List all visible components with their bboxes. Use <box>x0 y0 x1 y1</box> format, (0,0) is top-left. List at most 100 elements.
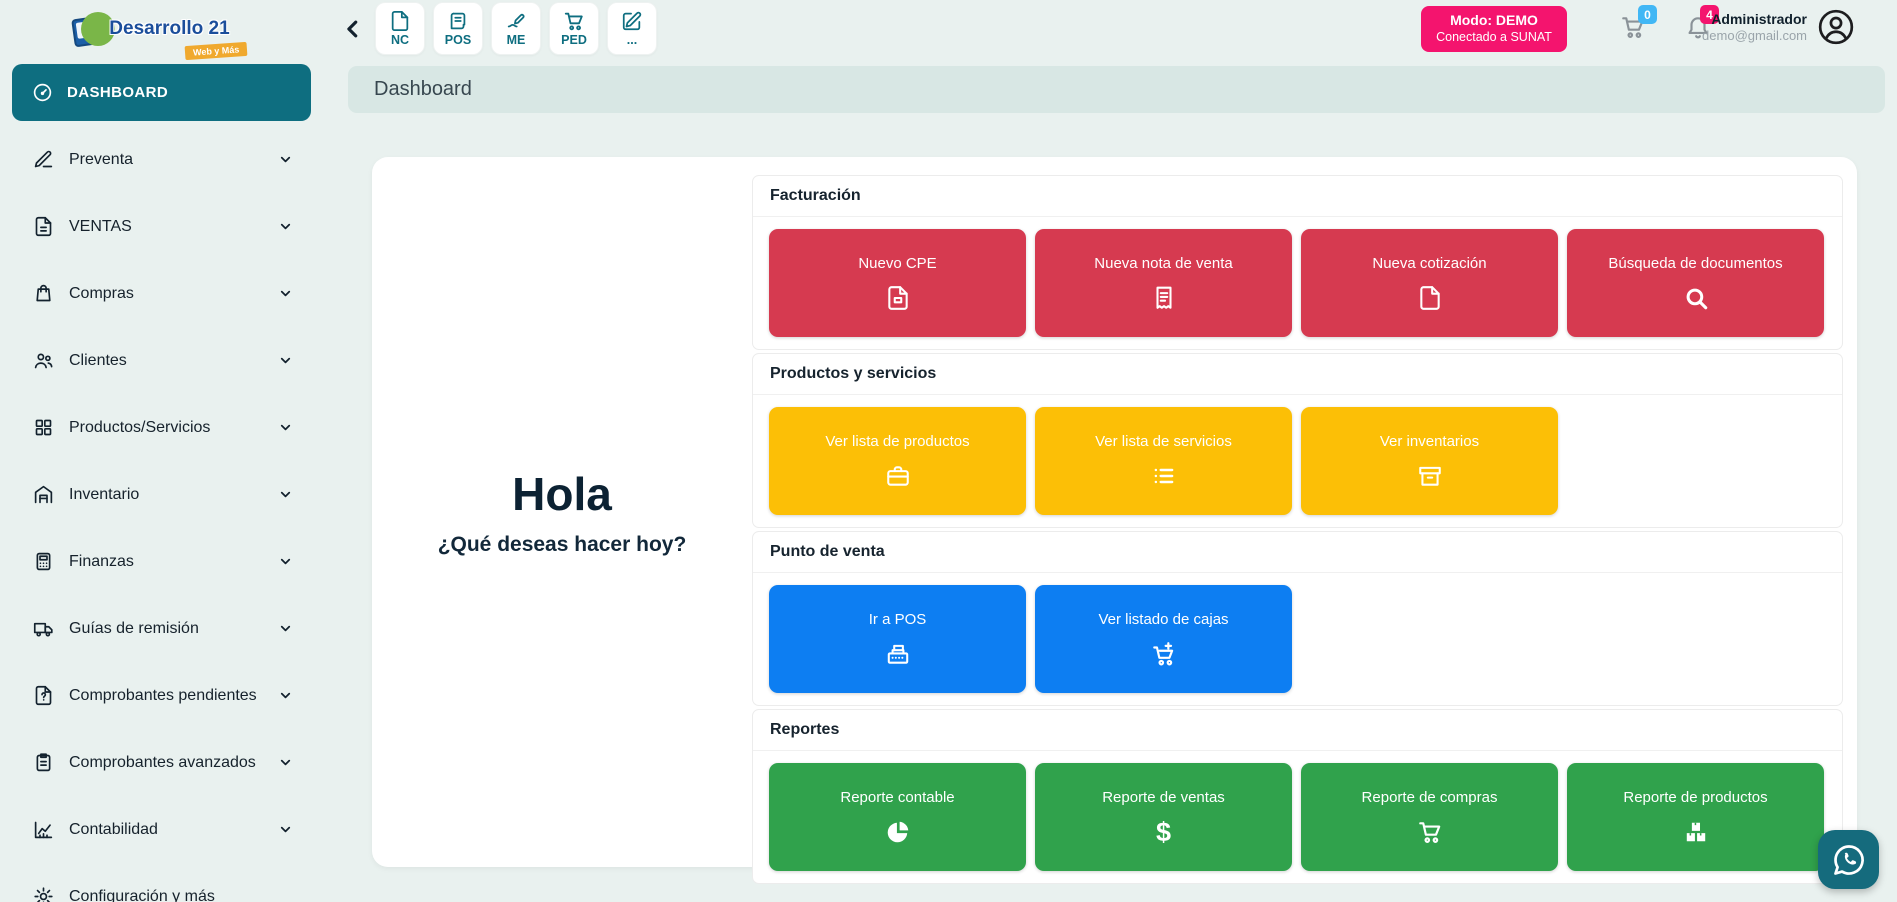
cart-icon <box>1417 819 1443 845</box>
pencil-icon <box>33 149 54 170</box>
action-ver-listado-de-cajas[interactable]: Ver listado de cajas <box>1035 585 1292 693</box>
sidebar-nav: Preventa VENTAS Compras Clientes Product… <box>0 126 311 902</box>
user-name: Administrador <box>1711 11 1807 27</box>
action-section: Punto de venta Ir a POS Ver listado de c… <box>752 531 1843 706</box>
briefcase-icon <box>885 463 911 489</box>
chevron-down-icon <box>278 286 293 301</box>
file-text-icon <box>33 216 54 237</box>
quick-action-me[interactable]: ME <box>491 2 541 55</box>
cart-icon <box>563 10 585 32</box>
whatsapp-icon <box>1831 842 1867 878</box>
edit-icon <box>621 10 643 32</box>
file-icon <box>389 10 411 32</box>
chevron-down-icon <box>278 487 293 502</box>
notification-count-badge: 4 <box>1700 5 1719 24</box>
speedometer-icon <box>32 82 53 103</box>
section-buttons: Ir a POS Ver listado de cajas <box>753 573 1842 705</box>
sidebar-item-label: DASHBOARD <box>67 84 169 101</box>
section-title: Productos y servicios <box>753 354 1842 395</box>
section-title: Punto de venta <box>753 532 1842 573</box>
chart-icon <box>33 819 54 840</box>
chevron-down-icon <box>278 420 293 435</box>
action-ir-a-pos[interactable]: Ir a POS <box>769 585 1026 693</box>
cash-register-icon <box>885 641 911 667</box>
action-reporte-contable[interactable]: Reporte contable <box>769 763 1026 871</box>
quick-action-ped[interactable]: PED <box>549 2 599 55</box>
sidebar-item-clientes[interactable]: Clientes <box>0 327 311 394</box>
sidebar-item-compras[interactable]: Compras <box>0 260 311 327</box>
warehouse-icon <box>33 484 54 505</box>
gear-icon <box>33 886 54 902</box>
logo-circle <box>81 11 116 46</box>
action-reporte-de-compras[interactable]: Reporte de compras <box>1301 763 1558 871</box>
sidebar-item-configuraci-n-y-m-s[interactable]: Configuración y más <box>0 863 311 902</box>
greeting-title: Hola <box>512 468 612 520</box>
user-email: demo@gmail.com <box>1702 28 1807 44</box>
sidebar: Desarrollo 21 Web y Más DASHBOARD Preven… <box>0 0 311 902</box>
file-icon <box>1417 285 1443 311</box>
file-question-icon <box>33 685 54 706</box>
greeting: Hola ¿Qué deseas hacer hoy? <box>372 157 752 867</box>
whatsapp-button[interactable] <box>1818 830 1879 889</box>
quick-action-pos[interactable]: POS <box>433 2 483 55</box>
pie-chart-icon <box>885 819 911 845</box>
action-ver-lista-de-productos[interactable]: Ver lista de productos <box>769 407 1026 515</box>
action-ver-inventarios[interactable]: Ver inventarios <box>1301 407 1558 515</box>
pen-icon <box>505 10 527 32</box>
brand-logo[interactable]: Desarrollo 21 Web y Más <box>0 0 311 60</box>
sidebar-item-contabilidad[interactable]: Contabilidad <box>0 796 311 863</box>
section-buttons: Ver lista de productos Ver lista de serv… <box>753 395 1842 527</box>
quick-action-nc[interactable]: NC <box>375 2 425 55</box>
mode-badge-line1: Modo: DEMO <box>1450 12 1538 29</box>
section-buttons: Reporte contable Reporte de ventas $ Rep… <box>753 751 1842 883</box>
sidebar-item-ventas[interactable]: VENTAS <box>0 193 311 260</box>
action-ver-lista-de-servicios[interactable]: Ver lista de servicios <box>1035 407 1292 515</box>
action-nuevo-cpe[interactable]: Nuevo CPE <box>769 229 1026 337</box>
sidebar-item-gu-as-de-remisi-n[interactable]: Guías de remisión <box>0 595 311 662</box>
quick-actions-toolbar: NC POS ME PED ... <box>375 2 657 55</box>
action-reporte-de-productos[interactable]: Reporte de productos <box>1567 763 1824 871</box>
action-sections: Facturación Nuevo CPE Nueva nota de vent… <box>752 175 1843 887</box>
boxes-icon <box>1683 819 1709 845</box>
user-info: Administrador demo@gmail.com <box>1702 10 1807 45</box>
bag-icon <box>33 283 54 304</box>
quick-action-[interactable]: ... <box>607 2 657 55</box>
chevron-down-icon <box>278 688 293 703</box>
brand-name: Desarrollo 21 <box>109 17 230 39</box>
cart-count-badge: 0 <box>1638 5 1657 24</box>
user-avatar-button[interactable] <box>1817 8 1855 46</box>
section-buttons: Nuevo CPE Nueva nota de venta Nueva coti… <box>753 217 1842 349</box>
breadcrumb: Dashboard <box>348 66 1885 113</box>
truck-icon <box>33 618 54 639</box>
action-section: Facturación Nuevo CPE Nueva nota de vent… <box>752 175 1843 350</box>
person-circle-icon <box>1817 8 1855 46</box>
action-búsqueda-de-documentos[interactable]: Búsqueda de documentos <box>1567 229 1824 337</box>
action-nueva-nota-de-venta[interactable]: Nueva nota de venta <box>1035 229 1292 337</box>
sidebar-item-inventario[interactable]: Inventario <box>0 461 311 528</box>
cart-plus-icon <box>1151 641 1177 667</box>
sidebar-item-finanzas[interactable]: Finanzas <box>0 528 311 595</box>
collapse-sidebar-button[interactable] <box>342 18 364 40</box>
users-icon <box>33 350 54 371</box>
mode-demo-badge[interactable]: Modo: DEMO Conectado a SUNAT <box>1421 6 1567 52</box>
dashboard-card: Hola ¿Qué deseas hacer hoy? Facturación … <box>372 157 1857 884</box>
mode-badge-line2: Conectado a SUNAT <box>1436 29 1552 44</box>
chevron-down-icon <box>278 755 293 770</box>
calculator-icon <box>33 551 54 572</box>
archive-icon <box>1417 463 1443 489</box>
clipboard-icon <box>33 752 54 773</box>
sidebar-item-productos-servicios[interactable]: Productos/Servicios <box>0 394 311 461</box>
sidebar-item-comprobantes-avanzados[interactable]: Comprobantes avanzados <box>0 729 311 796</box>
sidebar-item-preventa[interactable]: Preventa <box>0 126 311 193</box>
file-invoice-icon <box>885 285 911 311</box>
chevron-down-icon <box>278 621 293 636</box>
action-nueva-cotización[interactable]: Nueva cotización <box>1301 229 1558 337</box>
sidebar-item-dashboard[interactable]: DASHBOARD <box>12 64 311 121</box>
chevron-down-icon <box>278 219 293 234</box>
brand-tagline: Web y Más <box>184 41 249 60</box>
chevron-down-icon <box>278 353 293 368</box>
sidebar-item-comprobantes-pendientes[interactable]: Comprobantes pendientes <box>0 662 311 729</box>
search-icon <box>1683 285 1709 311</box>
action-reporte-de-ventas[interactable]: Reporte de ventas $ <box>1035 763 1292 871</box>
